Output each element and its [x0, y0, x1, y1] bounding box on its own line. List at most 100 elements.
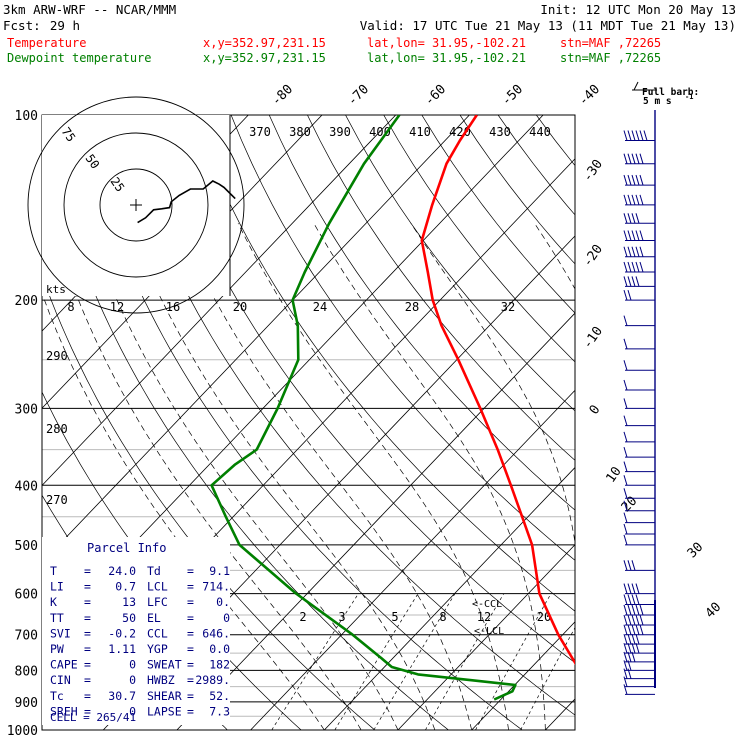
parcel-param-value: 0.	[216, 595, 230, 609]
parcel-param-label: Tc	[50, 689, 64, 703]
parcel-param-value: 13	[122, 595, 136, 609]
parcel-param-value: 50	[122, 611, 136, 625]
parcel-equals: =	[187, 595, 194, 609]
parcel-param-value: 24.0	[108, 564, 136, 578]
wind-barb	[623, 512, 655, 524]
wind-barbs	[623, 110, 656, 695]
dry-adiabat	[421, 115, 575, 314]
moist-adiabat	[86, 223, 399, 730]
parcel-equals: =	[187, 626, 194, 640]
isotherm-label: -50	[499, 82, 526, 109]
parcel-param-label: SREH	[50, 704, 78, 718]
moist-adiabat	[51, 223, 362, 730]
parcel-equals: =	[84, 626, 91, 640]
parcel-param-label: TT	[50, 611, 64, 625]
isotherm-line	[471, 621, 575, 730]
wind-barb	[623, 534, 655, 546]
parcel-equals: =	[84, 658, 91, 672]
parcel-param-label: SWEAT	[147, 658, 182, 672]
dry-adiabat	[78, 115, 523, 730]
dry-adiabat	[42, 121, 449, 730]
isotherm-line	[42, 115, 470, 564]
barb-legend-units: 5 m s	[643, 96, 672, 107]
moist-adiabat	[656, 223, 697, 730]
wind-barb	[623, 174, 655, 186]
hodograph-ring	[63, 132, 209, 278]
isotherm-label: -40	[576, 82, 603, 109]
parcel-param-value: 7.3	[209, 704, 230, 718]
wind-barb	[623, 461, 655, 473]
wind-barb	[623, 213, 655, 224]
speed-axis-label: 28	[405, 300, 419, 314]
dry-adiabat	[383, 115, 575, 363]
parcel-equals: =	[187, 580, 194, 594]
isotherm-label: 30	[685, 540, 707, 562]
forecast-label: Fcst:	[3, 18, 41, 33]
wind-barb	[623, 289, 655, 301]
parcel-param-value: 52.	[209, 689, 230, 703]
theta-label: 420	[449, 125, 471, 139]
parcel-equals: =	[84, 673, 91, 687]
moist-adiabat	[177, 223, 473, 730]
valid-time: Valid: 17 UTC Tue 21 May 13 (11 MDT Tue …	[360, 18, 736, 33]
speed-axis-label: 24	[313, 300, 327, 314]
isotherm-label: -70	[345, 82, 372, 109]
mixing-ratio-line	[334, 593, 419, 730]
theta-label: 290	[46, 349, 68, 363]
mixing-ratio-label: 3	[338, 610, 345, 624]
parcel-param-value: 0.7	[115, 580, 136, 594]
parcel-param-value: 0	[223, 611, 230, 625]
parcel-param-label: SVI	[50, 626, 71, 640]
legend-dewpoint-xy: x,y=352.97,231.15	[203, 51, 326, 65]
lcl-marker-label: <-LCL	[474, 626, 504, 637]
dry-adiabat	[345, 115, 575, 412]
wind-barb	[623, 338, 655, 350]
dewpoint-profile	[210, 115, 517, 701]
mixing-ratio-label: 12	[477, 610, 491, 624]
pressure-tick-label: 100	[15, 109, 38, 124]
model-title: 3km ARW-WRF -- NCAR/MMM	[3, 2, 176, 17]
parcel-equals: =	[187, 564, 194, 578]
isotherm-label: -10	[580, 324, 606, 352]
theta-label: 380	[289, 125, 311, 139]
wind-barb	[623, 660, 655, 671]
wind-barb	[623, 415, 655, 427]
moist-adiabat	[237, 223, 509, 730]
init-time: Init: 12 UTC Mon 20 May 13	[540, 2, 736, 17]
parcel-equals: =	[187, 611, 194, 625]
isotherm-line	[176, 312, 575, 730]
isotherm-label: 40	[703, 600, 725, 622]
parcel-equals: =	[84, 642, 91, 656]
parcel-equals: =	[84, 580, 91, 594]
legend-temperature-station: stn=MAF ,72265	[560, 36, 661, 50]
parcel-param-label: YGP	[147, 642, 168, 656]
wind-barb	[623, 488, 655, 499]
dry-adiabat	[459, 115, 575, 265]
parcel-param-value: 714.	[202, 580, 230, 594]
parcel-cell: CELL = 265/41	[50, 711, 136, 724]
wind-barb	[623, 633, 655, 645]
parcel-equals: =	[187, 658, 194, 672]
wind-barb	[623, 360, 655, 371]
moist-adiabat	[42, 292, 325, 730]
hodograph-ring	[27, 96, 245, 314]
wind-barb	[623, 230, 655, 242]
dry-adiabat	[574, 115, 575, 117]
wind-barb	[623, 668, 655, 680]
wind-barb	[623, 246, 655, 258]
sounding-profiles	[210, 115, 575, 701]
dry-adiabat	[536, 115, 575, 167]
parcel-equals: =	[187, 642, 194, 656]
parcel-param-value: -0.2	[108, 626, 136, 640]
parcel-param-label: K	[50, 595, 57, 609]
parcel-param-value: 182	[209, 658, 230, 672]
hodograph-ring-label: 50	[83, 152, 103, 172]
wind-barb	[623, 315, 655, 327]
wind-barb	[623, 560, 655, 571]
wind-barb	[623, 398, 655, 409]
wind-barb	[623, 261, 655, 273]
legend-temperature-xy: x,y=352.97,231.15	[203, 36, 326, 50]
dry-adiabat	[689, 115, 740, 730]
speed-axis-label: 32	[501, 300, 515, 314]
